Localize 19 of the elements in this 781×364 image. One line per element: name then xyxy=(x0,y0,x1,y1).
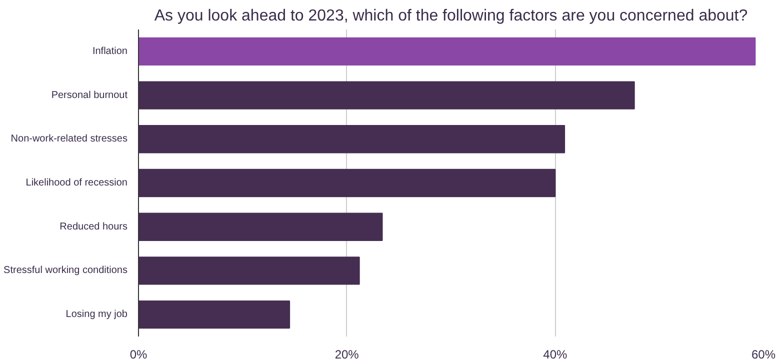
bar xyxy=(138,212,383,241)
bar xyxy=(138,81,635,110)
x-tick-label: 20% xyxy=(334,348,360,362)
y-tick-label: Likelihood of recession xyxy=(26,178,128,188)
y-tick-label: Non-work-related stresses xyxy=(10,134,128,145)
bar xyxy=(138,300,290,329)
chart-title: As you look ahead to 2023, which of the following factors are you concerned about? xyxy=(154,8,748,24)
x-tick-label: 0% xyxy=(130,348,148,362)
y-tick-label: Losing my job xyxy=(66,309,128,320)
x-tick-label: 40% xyxy=(543,348,568,362)
x-tick-label: 60% xyxy=(751,348,776,362)
y-tick-label: Stressful working conditions xyxy=(4,265,128,276)
y-tick-label: Personal burnout xyxy=(51,90,128,101)
y-tick-label: Reduced hours xyxy=(60,221,128,232)
bar xyxy=(138,125,566,154)
bar xyxy=(138,168,556,198)
y-tick-label: Inflation xyxy=(92,46,128,57)
bar xyxy=(138,256,360,285)
bar xyxy=(138,37,756,66)
